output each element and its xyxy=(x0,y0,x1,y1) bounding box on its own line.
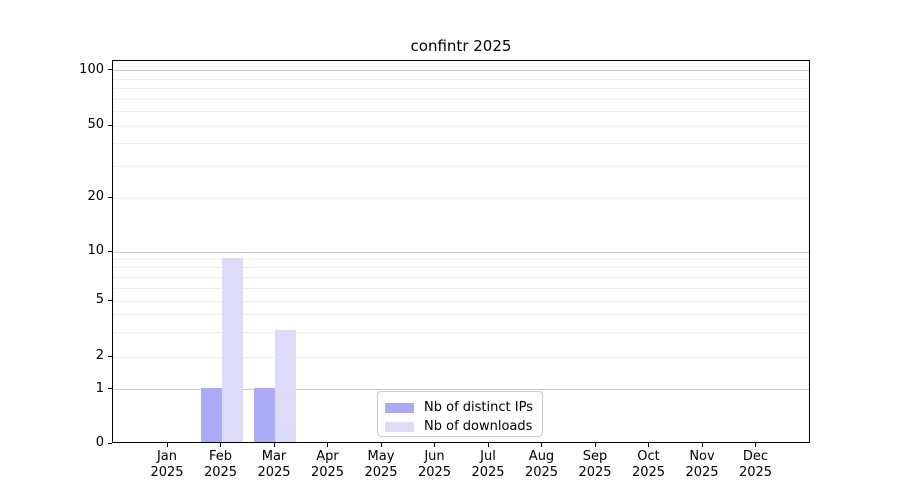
x-tick-label-oct-2025: Oct 2025 xyxy=(631,449,666,480)
gridline-5 xyxy=(113,300,809,302)
chart-title: confintr 2025 xyxy=(410,37,512,55)
x-tick-jun-2025 xyxy=(434,443,435,447)
legend-label-downloads: Nb of downloads xyxy=(424,419,533,434)
plot-area xyxy=(112,60,810,443)
y-tick-label-50: 50 xyxy=(87,117,104,133)
y-tick-label-100: 100 xyxy=(79,61,104,77)
x-tick-label-may-2025: May 2025 xyxy=(364,449,398,480)
x-tick-jul-2025 xyxy=(487,443,489,447)
legend-item-downloads: Nb of downloads xyxy=(385,417,534,436)
y-tick-100 xyxy=(108,69,112,71)
gridline-20 xyxy=(113,197,809,199)
gridline-7 xyxy=(113,276,809,278)
bar-nb-of-downloads-feb-2025 xyxy=(221,257,243,442)
y-tick-0 xyxy=(108,442,112,444)
y-tick-1 xyxy=(108,388,112,390)
bar-nb-of-downloads-mar-2025 xyxy=(275,330,296,442)
y-tick-20 xyxy=(108,196,112,198)
x-tick-apr-2025 xyxy=(327,443,328,447)
x-tick-label-mar-2025: Mar 2025 xyxy=(257,449,291,480)
y-tick-5 xyxy=(108,299,112,301)
x-tick-mar-2025 xyxy=(273,443,275,447)
x-tick-label-jan-2025: Jan 2025 xyxy=(150,449,184,480)
y-tick-2 xyxy=(108,355,112,357)
x-tick-label-nov-2025: Nov 2025 xyxy=(685,449,719,480)
x-tick-dec-2025 xyxy=(755,443,756,447)
x-tick-label-jul-2025: Jul 2025 xyxy=(471,449,505,480)
y-tick-label-2: 2 xyxy=(95,348,104,364)
legend-swatch-downloads xyxy=(385,421,414,432)
legend-swatch-distinct-ips xyxy=(385,402,414,413)
gridline-3 xyxy=(113,331,809,333)
legend: Nb of distinct IPs Nb of downloads xyxy=(377,391,543,437)
gridline-4 xyxy=(113,314,809,316)
legend-item-distinct-ips: Nb of distinct IPs xyxy=(385,398,534,417)
y-tick-label-20: 20 xyxy=(87,189,104,205)
x-tick-label-apr-2025: Apr 2025 xyxy=(310,449,345,480)
gridline-10 xyxy=(113,251,809,253)
x-tick-nov-2025 xyxy=(701,443,703,447)
gridline-80 xyxy=(113,88,809,90)
x-tick-may-2025 xyxy=(380,443,382,447)
x-tick-label-jun-2025: Jun 2025 xyxy=(417,449,452,480)
gridline-70 xyxy=(113,98,809,100)
y-tick-label-10: 10 xyxy=(87,243,104,259)
x-tick-sep-2025 xyxy=(594,443,596,447)
y-tick-50 xyxy=(108,124,112,126)
gridline-9 xyxy=(113,259,809,261)
legend-label-distinct-ips: Nb of distinct IPs xyxy=(424,400,533,415)
gridline-40 xyxy=(113,143,809,145)
gridline-90 xyxy=(113,78,809,80)
gridline-50 xyxy=(113,125,809,127)
gridline-30 xyxy=(113,165,809,167)
y-tick-label-0: 0 xyxy=(95,435,104,450)
x-tick-aug-2025 xyxy=(541,443,542,447)
gridline-6 xyxy=(113,287,809,289)
bar-nb-of-distinct-ips-mar-2025 xyxy=(254,388,275,442)
x-tick-label-sep-2025: Sep 2025 xyxy=(578,449,612,480)
y-tick-10 xyxy=(108,250,112,252)
gridline-1 xyxy=(113,389,809,391)
gridline-2 xyxy=(113,356,809,358)
gridline-60 xyxy=(113,111,809,113)
y-tick-label-1: 1 xyxy=(95,380,104,396)
x-tick-jan-2025 xyxy=(166,443,168,447)
x-tick-feb-2025 xyxy=(220,443,221,447)
y-tick-label-5: 5 xyxy=(95,292,104,308)
x-tick-oct-2025 xyxy=(648,443,649,447)
bar-nb-of-distinct-ips-feb-2025 xyxy=(200,388,222,442)
gridline-8 xyxy=(113,267,809,269)
x-tick-label-feb-2025: Feb 2025 xyxy=(203,449,238,480)
gridline-100 xyxy=(113,70,809,72)
x-tick-label-aug-2025: Aug 2025 xyxy=(524,449,559,480)
x-tick-label-dec-2025: Dec 2025 xyxy=(738,449,773,480)
